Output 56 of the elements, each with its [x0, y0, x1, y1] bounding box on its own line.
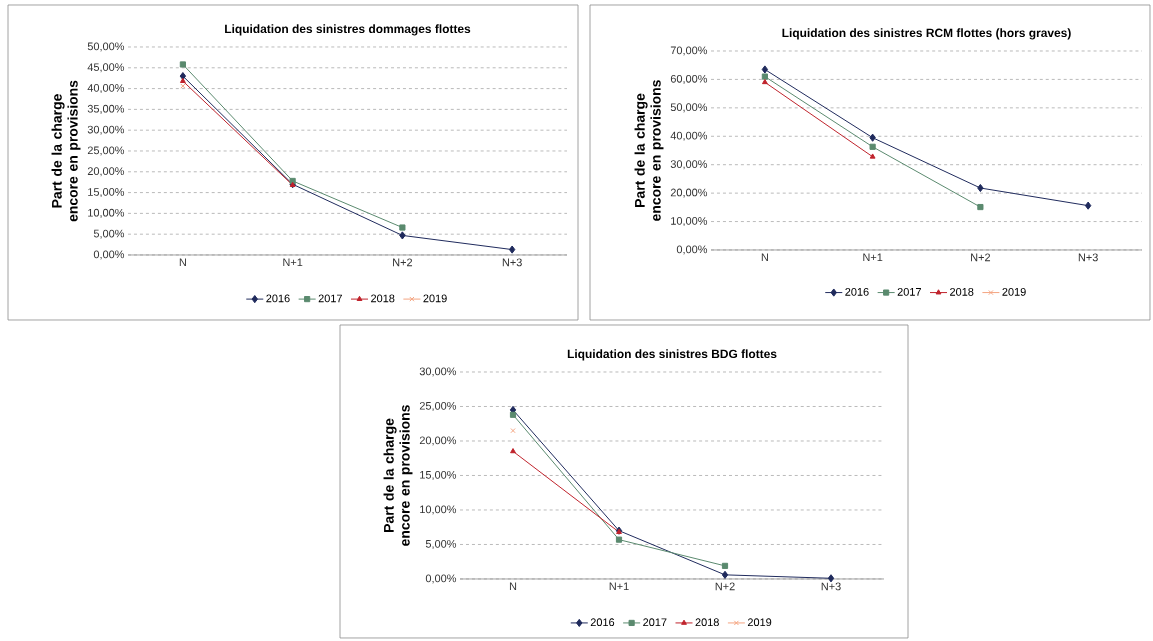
y-tick-label: 60,00% — [670, 74, 708, 84]
y-tick-label: 10,00% — [420, 505, 457, 515]
y-tick-label: 30,00% — [419, 367, 457, 377]
y-axis-title: Part de la charge encore en provisions — [51, 80, 81, 222]
y-tick-label: 35,00% — [87, 104, 125, 114]
y-tick-label: 20,00% — [419, 436, 457, 446]
legend-label: 2019 — [747, 618, 772, 627]
y-tick-label: 25,00% — [87, 146, 125, 156]
legend-label: 2016 — [590, 618, 615, 627]
y-tick-label: 20,00% — [670, 188, 708, 198]
x-tick-label: N+1 — [609, 582, 629, 591]
y-tick-label: 30,00% — [670, 160, 708, 170]
legend-label: 2016 — [845, 288, 869, 296]
y-tick-label: 0,00% — [93, 250, 125, 260]
y-tick-label: 0,00% — [425, 574, 457, 584]
y-tick-label: 25,00% — [419, 401, 457, 412]
legend-label: 2017 — [643, 618, 667, 627]
y-tick-label: 10,00% — [88, 208, 125, 218]
legend-label: 2019 — [1002, 288, 1026, 296]
legend-label: 2018 — [695, 618, 719, 627]
y-tick-label: 40,00% — [87, 84, 125, 94]
x-tick-label: N+2 — [393, 258, 413, 267]
y-tick-label: 15,00% — [88, 188, 125, 198]
x-tick-label: N+3 — [1078, 253, 1098, 262]
x-tick-label: N+1 — [863, 253, 883, 262]
y-tick-label: 50,00% — [87, 42, 125, 52]
x-tick-label: N+1 — [283, 258, 303, 267]
y-tick-label: 45,00% — [87, 63, 125, 73]
chart-title: Liquidation des sinistres BDG flottes — [567, 349, 777, 361]
x-tick-label: N+3 — [502, 258, 522, 267]
x-tick-label: N+3 — [821, 582, 841, 591]
chart-title: Liquidation des sinistres dommages flottes — [225, 24, 471, 36]
y-tick-label: 40,00% — [670, 131, 708, 141]
legend-label: 2019 — [423, 294, 447, 303]
x-tick-label: N — [509, 582, 517, 591]
y-tick-label: 10,00% — [671, 217, 708, 227]
legend-label: 2018 — [371, 294, 395, 303]
y-tick-label: 50,00% — [670, 103, 708, 113]
y-tick-label: 20,00% — [87, 167, 125, 177]
y-axis-title: Part de la charge encore en provisions — [634, 80, 664, 221]
y-tick-label: 30,00% — [87, 125, 125, 135]
y-tick-label: 5,00% — [93, 229, 125, 239]
legend-label: 2018 — [950, 288, 974, 296]
legend-label: 2016 — [266, 294, 290, 303]
y-tick-label: 5,00% — [425, 539, 457, 550]
y-axis-title: Part de la charge encore en provisions — [383, 405, 413, 546]
x-tick-label: N — [761, 253, 768, 262]
legend-label: 2017 — [897, 288, 921, 296]
x-tick-label: N+2 — [715, 582, 735, 591]
x-tick-label: N+2 — [971, 253, 991, 262]
x-tick-label: N — [179, 258, 186, 267]
y-tick-label: 15,00% — [420, 470, 457, 481]
legend-label: 2017 — [318, 294, 342, 303]
y-tick-label: 0,00% — [676, 245, 708, 255]
y-tick-label: 70,00% — [670, 46, 708, 56]
chart-title: Liquidation des sinistres RCM flottes (hors graves) — [782, 28, 1071, 40]
